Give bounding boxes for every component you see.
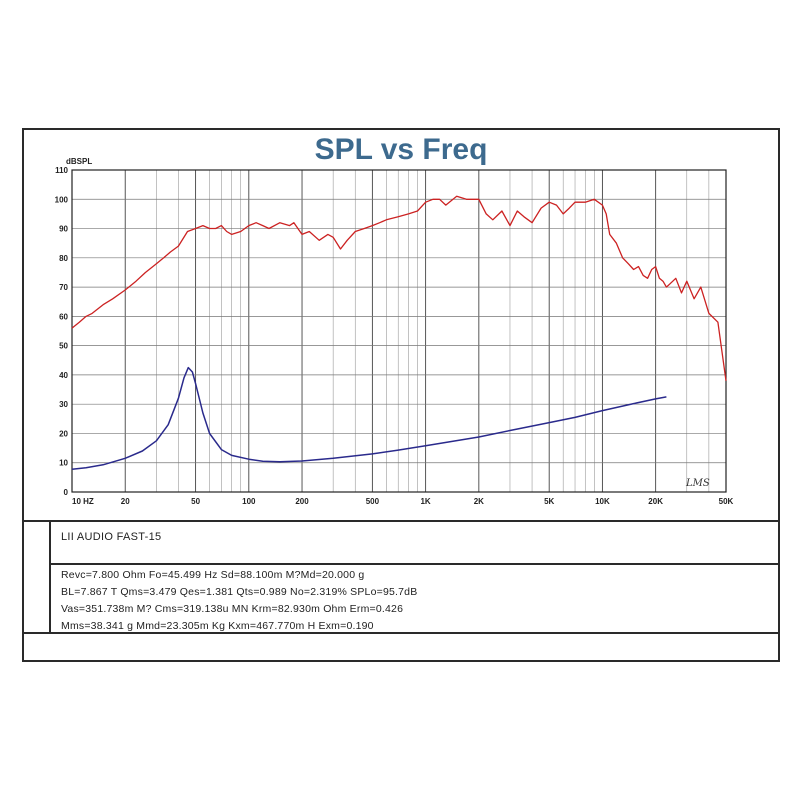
x-tick-label: 500 xyxy=(366,497,380,506)
param-line: Mms=38.341 g Mmd=23.305m Kg Kxm=467.770m… xyxy=(61,620,374,632)
chart-frame: SPL vs Freq 0 10 20 30 40 50 60 70 80 90 100 110 10 … xyxy=(22,128,780,662)
y-tick-label: 70 xyxy=(59,283,68,292)
x-tick-label: 20K xyxy=(648,497,663,506)
x-tick-label: 50 xyxy=(191,497,200,506)
y-tick-label: 30 xyxy=(59,400,68,409)
y-tick-label: 90 xyxy=(59,225,68,234)
param-line: Revc=7.800 Ohm Fo=45.499 Hz Sd=88.100m M… xyxy=(61,569,365,581)
model-name: LII AUDIO FAST-15 xyxy=(61,531,162,543)
divider-line xyxy=(24,520,778,522)
x-tick-label: 20 xyxy=(121,497,130,506)
x-tick-label: 10 HZ xyxy=(72,497,94,506)
x-tick-label: 2K xyxy=(474,497,484,506)
x-tick-label: 50K xyxy=(719,497,734,506)
spl-chart: 0 10 20 30 40 50 60 70 80 90 100 110 10 HZ 20 50 100 200… xyxy=(55,157,734,506)
param-line: Vas=351.738m M? Cms=319.138u MN Krm=82.9… xyxy=(61,603,404,615)
impedance-curve xyxy=(71,366,667,470)
y-axis-label: dBSPL xyxy=(66,157,92,166)
chart-title: SPL vs Freq xyxy=(314,133,488,166)
x-tick-label: 5K xyxy=(544,497,554,506)
divider-line xyxy=(24,632,778,634)
y-tick-label: 50 xyxy=(59,342,68,351)
x-tick-label: 200 xyxy=(295,497,309,506)
y-tick-label: 60 xyxy=(59,312,68,321)
x-tick-label: 10K xyxy=(595,497,610,506)
y-tick-label: 10 xyxy=(59,459,68,468)
y-tick-label: 20 xyxy=(59,429,68,438)
param-line: BL=7.867 T Qms=3.479 Qes=1.381 Qts=0.989… xyxy=(61,586,418,598)
y-tick-label: 0 xyxy=(64,488,69,497)
divider-line xyxy=(49,563,778,565)
y-tick-label: 80 xyxy=(59,254,68,263)
y-tick-label: 100 xyxy=(55,195,69,204)
spl-curve xyxy=(71,195,727,381)
column-divider xyxy=(49,520,51,634)
y-tick-label: 110 xyxy=(55,166,68,175)
lms-watermark: LMS xyxy=(685,478,710,489)
y-tick-label: 40 xyxy=(59,371,68,380)
x-tick-label: 100 xyxy=(242,497,256,506)
x-tick-label: 1K xyxy=(420,497,430,506)
plot-border xyxy=(71,169,727,493)
